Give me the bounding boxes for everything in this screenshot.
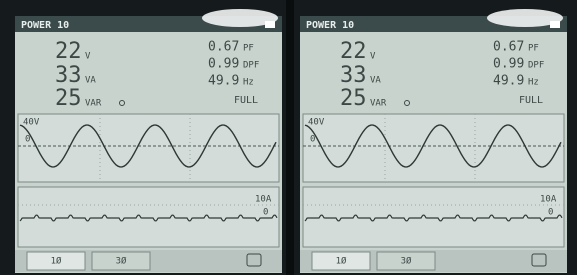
reading-value: 0.67 [208, 40, 239, 55]
upper-zero: 0 [25, 135, 30, 145]
lower-wave-box [18, 187, 279, 247]
reading-value: 49.9 [208, 74, 239, 89]
status: FULL [519, 95, 543, 106]
reading-value: 0.99 [208, 57, 239, 72]
photo: POWER 1022V33VA25VAR0.67PF0.99DPF49.9HzF… [0, 0, 577, 275]
reading-unit: VA [85, 76, 96, 86]
reading-unit: VA [370, 76, 381, 86]
reading-unit: DPF [528, 61, 544, 71]
reading-unit: V [85, 52, 91, 62]
divider [286, 0, 294, 275]
lower-wave-box [303, 187, 564, 247]
reading-value: 22 [340, 39, 367, 64]
reading-unit: VAR [85, 99, 102, 109]
reading-unit: PF [243, 44, 254, 54]
battery-icon [265, 21, 275, 28]
reading-unit: DPF [243, 61, 259, 71]
upper-zero: 0 [310, 135, 315, 145]
upper-wave-box [303, 114, 564, 182]
reading-unit: V [370, 52, 376, 62]
tab-label: 1Ø [336, 256, 347, 267]
reading-unit: PF [528, 44, 539, 54]
upper-wave-box [18, 114, 279, 182]
upper-scale: 40V [308, 118, 325, 128]
tab-label: 1Ø [51, 256, 62, 267]
reading-value: 33 [340, 63, 367, 88]
battery-icon [550, 21, 560, 28]
lower-zero: 0 [263, 208, 268, 218]
status: FULL [234, 95, 258, 106]
reading-unit: Hz [243, 78, 254, 88]
reading-unit: VAR [370, 99, 387, 109]
reading-value: 25 [55, 86, 82, 111]
lower-scale: 10A [540, 195, 557, 205]
lower-scale: 10A [255, 195, 272, 205]
reading-value: 22 [55, 39, 82, 64]
reading-value: 25 [340, 86, 367, 111]
reading-value: 49.9 [493, 74, 524, 89]
tab-label: 3Ø [116, 256, 127, 267]
header-title: POWER 10 [21, 20, 69, 31]
tab-label: 3Ø [401, 256, 412, 267]
lower-zero: 0 [548, 208, 553, 218]
reading-value: 33 [55, 63, 82, 88]
upper-scale: 40V [23, 118, 40, 128]
reading-value: 0.99 [493, 57, 524, 72]
header-title: POWER 10 [306, 20, 354, 31]
reading-unit: Hz [528, 78, 539, 88]
reading-value: 0.67 [493, 40, 524, 55]
